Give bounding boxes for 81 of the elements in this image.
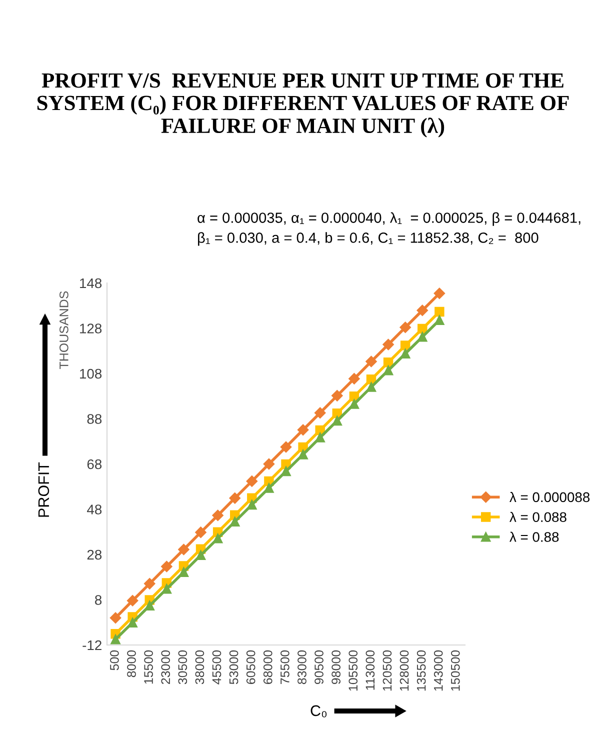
x-tick-label: 83000 [298,650,306,684]
x-tick-label: 90500 [314,650,324,684]
x-tick-label: 143000 [434,650,443,691]
y-tick-label: 88 [87,414,102,424]
point [196,550,206,560]
x-tick-label: 128000 [400,650,409,691]
point [110,634,120,644]
text: THOUSANDS [60,291,68,369]
x-tick-label: 68000 [263,650,272,684]
chart-subtitle: α = 0.000035, α₁ = 0.000040, λ₁ = 0.000025, β = 0.044681, β₁ = 0.030, a = 0.4, b = 0.6, C₁ = 11852.38, C₂ = 800 [198,212,580,246]
x-tick-label: 105500 [348,650,358,691]
point [315,432,325,442]
point [434,315,444,325]
point [178,567,189,578]
point [349,399,360,409]
point [434,288,446,300]
point [246,476,258,487]
point [416,304,428,316]
y-tick-label: 108 [80,368,102,379]
x-tick-label: 38000 [195,650,204,684]
point [400,322,411,333]
point [383,358,394,368]
y-tick-label: 8 [95,595,102,605]
point [229,492,240,504]
point [297,424,309,436]
x-tick-label: 8000 [127,650,136,678]
x-tick-label: 60500 [246,650,256,684]
point [332,390,343,402]
point [128,618,138,628]
x-tick-label: 23000 [161,650,170,684]
point [400,340,410,350]
point [126,595,138,606]
legend-label: λ = 0.88 [510,532,559,542]
x-tick-label: 135500 [416,650,426,691]
point [178,544,190,556]
point [280,441,292,453]
y-tick-label: 148 [80,278,102,288]
y-tick-label: 48 [87,504,102,514]
x-tick-label: 98000 [332,650,340,684]
point [400,348,410,358]
x-tick-label: 150500 [450,650,460,691]
point [263,458,275,470]
point [298,450,308,460]
point [348,373,360,384]
legend-label: λ = 0.000088 [510,492,590,502]
x-tick-label: 113000 [366,650,375,690]
point [332,416,342,426]
chart-title: PROFIT V/S REVENUE PER UNIT UP TIME OF THE SYSTEM (C₀) FOR DIFFERENT VALUES OF RATE OF FAILURE OF MAIN UNIT (λ) [37,73,569,138]
x-tick-label: 15500 [144,650,153,684]
x-tick-label: 500 [110,650,119,670]
x-tick-label: 30500 [178,650,188,684]
point [144,600,154,610]
x-tick-label: 53000 [229,650,238,684]
point [314,407,326,418]
x-tick-label: 75500 [280,650,290,684]
point [418,332,428,342]
y-tick-label: 28 [87,550,102,560]
point [264,483,274,493]
x-tick-label: 120500 [382,650,392,691]
point [383,365,394,376]
y-tick-label: 128 [80,324,102,334]
point [382,338,394,350]
legend-label: λ = 0.088 [510,512,566,522]
point [366,382,376,392]
y-tick-label: 68 [87,459,102,470]
point [281,466,291,476]
point [195,526,206,538]
point [162,584,172,594]
point [212,510,224,521]
point [434,306,444,317]
point [212,534,223,544]
x-axis-title: C₀ [310,705,327,718]
point [161,560,172,572]
point [230,516,240,527]
x-tick-label: 45500 [212,650,222,684]
point [366,356,377,368]
point [110,612,122,624]
point [247,500,257,510]
y-axis-title: PROFIT [38,462,50,517]
point [144,578,156,590]
y-tick-label: -12 [82,640,102,650]
